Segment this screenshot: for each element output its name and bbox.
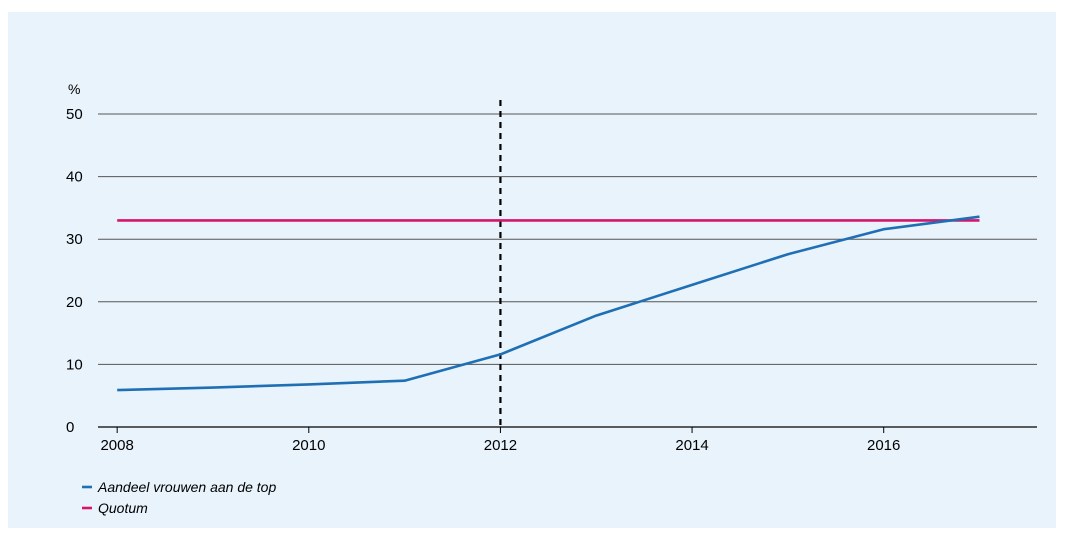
x-tick-label: 2010 xyxy=(292,437,325,454)
y-tick-labels: 0 10 20 30 40 50 xyxy=(66,106,83,436)
y-tick-label: 20 xyxy=(66,294,83,311)
legend-label: Quotum xyxy=(98,500,148,516)
x-tick-label: 2008 xyxy=(100,437,133,454)
y-tick-label: 40 xyxy=(66,169,83,186)
y-tick-label: 30 xyxy=(66,231,83,248)
y-tick-label: 10 xyxy=(66,356,83,373)
series-line xyxy=(117,215,980,392)
x-tick-label: 2014 xyxy=(675,437,708,454)
legend-label: Aandeel vrouwen aan de top xyxy=(97,479,276,495)
legend: Aandeel vrouwen aan de top Quotum xyxy=(82,479,276,516)
series-lines xyxy=(117,215,980,392)
y-tick-label: 0 xyxy=(66,419,74,436)
x-tick-labels: 2008 2010 2012 2014 2016 xyxy=(100,427,900,454)
y-axis-unit: % xyxy=(68,81,80,97)
chart-panel xyxy=(8,12,1056,528)
x-tick-label: 2012 xyxy=(484,437,517,454)
y-tick-label: 50 xyxy=(66,106,83,123)
x-tick-label: 2016 xyxy=(867,437,900,454)
gridlines xyxy=(98,113,1037,428)
